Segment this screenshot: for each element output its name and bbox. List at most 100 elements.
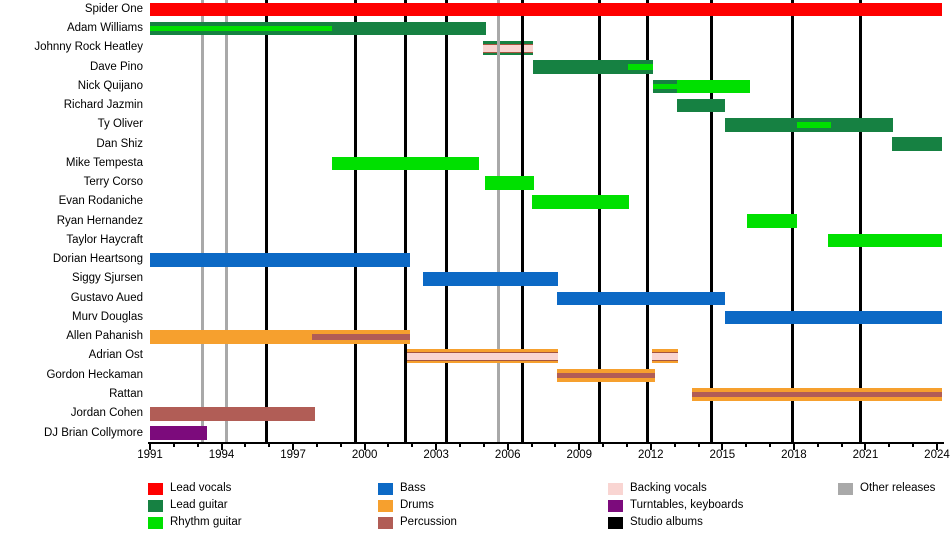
axis-tick <box>935 443 938 450</box>
timeline-bar <box>531 195 630 209</box>
bar-core-percussion <box>692 391 942 398</box>
axis-year-label: 2012 <box>638 449 664 461</box>
axis-tick <box>315 443 318 447</box>
timeline-bar <box>828 233 942 248</box>
axis-year-label: 2003 <box>423 449 449 461</box>
timeline-bar <box>652 349 679 363</box>
legend-swatch-studio_albums <box>608 516 623 529</box>
axis-tick <box>220 443 223 450</box>
axis-tick <box>506 443 509 450</box>
axis-tick <box>530 443 533 447</box>
studio-album-line <box>645 0 649 443</box>
member-name: Nick Quijano <box>77 79 143 92</box>
axis-tick <box>268 443 271 447</box>
member-name: Johnny Rock Heatley <box>34 41 143 54</box>
timeline-bar <box>747 214 798 229</box>
axis-tick <box>912 443 915 447</box>
timeline-bar <box>677 98 725 113</box>
member-name: Rattan <box>109 388 143 400</box>
axis-year-label: 2006 <box>494 449 521 461</box>
timeline-bar <box>150 2 942 17</box>
timeline-bar <box>485 175 534 190</box>
member-name: Dave Pino <box>89 60 143 73</box>
axis-tick <box>769 443 772 447</box>
bar-core-backing_vocals <box>407 351 558 361</box>
member-name: Richard Jazmin <box>63 99 143 112</box>
legend-swatch-lead_guitar <box>148 499 163 512</box>
timeline-bar <box>556 291 725 306</box>
timeline-bar <box>724 310 942 325</box>
studio-album-line <box>445 0 449 443</box>
axis-tick <box>649 443 652 450</box>
bar-core-percussion <box>556 372 656 379</box>
legend-swatch-drums <box>378 499 393 512</box>
bar-core-backing_vocals <box>652 351 679 361</box>
member-name: Terry Corso <box>83 176 143 189</box>
axis-year-label: 2015 <box>709 449 736 461</box>
timeline-bar <box>532 60 654 74</box>
legend-swatch-other_releases <box>838 483 853 495</box>
studio-album-line <box>598 0 602 443</box>
axis-tick <box>816 443 819 447</box>
other-release-line <box>224 0 228 443</box>
timeline-bar <box>556 368 656 383</box>
other-release-line <box>496 0 500 443</box>
axis-tick <box>625 443 628 447</box>
member-name: Gordon Heckaman <box>46 368 143 381</box>
axis-tick <box>172 443 175 447</box>
member-name: Ryan Hernandez <box>56 214 143 227</box>
legend-label-drums: Drums <box>400 498 434 511</box>
axis-tick <box>840 443 843 447</box>
legend-swatch-lead_vocals <box>148 483 163 495</box>
member-name: Ty Oliver <box>97 118 143 131</box>
timeline-bar <box>150 252 410 267</box>
studio-album-line <box>710 0 714 443</box>
member-name: Jordan Cohen <box>70 407 143 420</box>
timeline-bar <box>482 41 533 55</box>
member-name: Gustavo Aued <box>70 291 143 304</box>
axis-year-label: 1997 <box>280 449 306 461</box>
axis-tick <box>697 443 700 447</box>
bar-core-rhythm_guitar <box>796 122 831 128</box>
member-name: Murv Douglas <box>72 310 143 323</box>
timeline-bar <box>692 387 942 402</box>
studio-album-line <box>353 0 357 443</box>
axis-tick <box>435 443 438 450</box>
axis-year-label: 1991 <box>137 449 163 461</box>
legend-swatch-backing_vocals <box>608 483 623 495</box>
axis-tick <box>339 443 342 447</box>
x-axis-line <box>148 442 944 444</box>
axis-year-label: 2024 <box>924 449 950 461</box>
timeline-bar <box>150 21 487 36</box>
member-name: Dan Shiz <box>96 137 143 150</box>
axis-year-label: 2018 <box>781 449 807 461</box>
legend-label-backing_vocals: Backing vocals <box>630 482 707 494</box>
member-name: Spider One <box>84 2 143 15</box>
axis-tick <box>578 443 581 450</box>
studio-album-line <box>403 0 407 443</box>
legend-label-turntables_keyboards: Turntables, keyboards <box>630 498 744 511</box>
studio-album-line <box>520 0 524 443</box>
member-name: Mike Tempesta <box>65 156 143 169</box>
axis-tick <box>149 443 151 450</box>
timeline-bar <box>332 156 480 171</box>
legend-swatch-rhythm_guitar <box>148 516 163 529</box>
member-name: Allen Pahanish <box>66 330 143 343</box>
axis-year-label: 2009 <box>566 449 593 461</box>
timeline-bar <box>150 407 315 421</box>
axis-tick <box>387 443 390 447</box>
member-name: Adam Williams <box>66 22 143 35</box>
bar-core-backing_vocals <box>482 43 533 53</box>
legend-label-studio_albums: Studio albums <box>630 515 703 528</box>
axis-tick <box>673 443 676 447</box>
axis-tick <box>792 443 795 450</box>
axis-tick <box>482 443 485 447</box>
axis-tick <box>459 443 462 447</box>
axis-tick <box>864 443 867 450</box>
axis-tick <box>411 443 414 447</box>
axis-tick <box>888 443 891 447</box>
bar-core-percussion <box>312 334 410 340</box>
timeline-bar <box>150 330 410 344</box>
timeline-bar <box>407 349 558 363</box>
bar-core-rhythm_guitar <box>628 64 654 70</box>
